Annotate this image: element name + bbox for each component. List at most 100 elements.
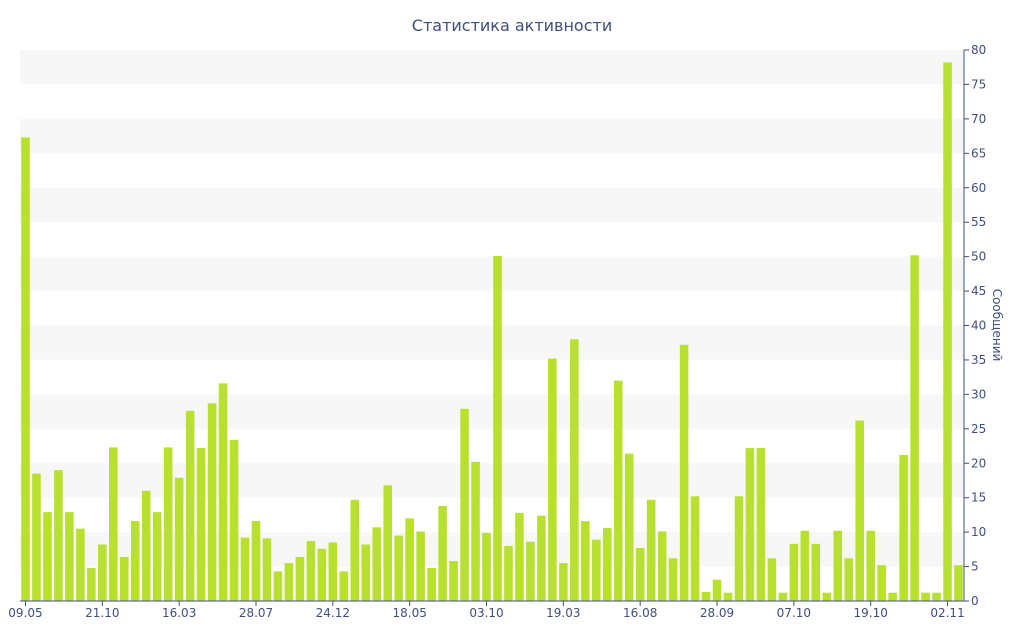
x-tick-label: 16.08: [623, 606, 657, 620]
bars: [21, 62, 963, 601]
x-tick-label: 28.07: [239, 606, 273, 620]
bar: [405, 518, 414, 601]
grid-band: [20, 256, 964, 292]
bar: [745, 448, 755, 601]
bar: [613, 380, 623, 601]
bar: [174, 477, 184, 601]
y-tick-label: 35: [971, 353, 986, 367]
bar: [207, 403, 217, 601]
bar: [888, 592, 897, 601]
bar: [954, 565, 963, 601]
bar: [767, 558, 777, 601]
bar: [482, 532, 491, 601]
x-tick-label: 09.05: [8, 606, 42, 620]
bar: [800, 530, 810, 601]
bar: [811, 543, 821, 601]
bar: [120, 556, 129, 601]
x-tick-label: 21.10: [85, 606, 119, 620]
bar: [32, 473, 41, 601]
y-tick-label: 40: [971, 319, 986, 333]
y-axis-label: Сообщений: [990, 289, 1004, 362]
grid-bands: [20, 50, 964, 567]
bar: [734, 496, 744, 601]
bar: [526, 541, 535, 601]
y-tick-label: 70: [971, 112, 986, 126]
x-tick-label: 19.03: [546, 606, 580, 620]
bar: [141, 490, 151, 601]
y-tick-label: 0: [971, 594, 979, 608]
bar: [504, 545, 513, 601]
y-tick-label: 50: [971, 250, 986, 264]
grid-band: [20, 118, 964, 154]
x-axis-ticks: 09.05 21.10 16.03 28.07 24.12 18.05 03.10 19.03…: [8, 601, 965, 620]
bar: [328, 542, 338, 601]
bar: [723, 592, 733, 601]
bar: [592, 539, 601, 601]
bar: [646, 499, 656, 601]
bar: [471, 461, 480, 601]
x-tick-label: 07.10: [777, 606, 811, 620]
bar: [756, 448, 766, 601]
grid-band: [20, 50, 964, 85]
bar: [778, 592, 788, 601]
y-tick-label: 75: [971, 77, 986, 91]
bar: [350, 499, 360, 601]
x-tick-label: 03.10: [469, 606, 503, 620]
bar: [218, 383, 228, 601]
bar: [251, 521, 261, 601]
bar: [152, 512, 162, 601]
grid-band: [20, 325, 964, 360]
bar: [43, 512, 52, 601]
bar: [317, 548, 327, 601]
bar: [383, 485, 392, 601]
bar: [65, 512, 74, 601]
y-tick-label: 55: [971, 215, 986, 229]
bar: [855, 420, 864, 601]
bar: [240, 537, 250, 601]
bar: [438, 505, 447, 601]
bar: [416, 531, 425, 601]
bar: [822, 592, 832, 601]
bar: [899, 454, 908, 601]
bar: [130, 521, 140, 601]
bar: [602, 527, 612, 601]
bar: [460, 408, 469, 601]
bar: [449, 561, 458, 601]
y-tick-label: 20: [971, 456, 986, 470]
y-tick-label: 60: [971, 181, 986, 195]
bar: [98, 544, 107, 601]
bar: [515, 512, 524, 601]
grid-band: [20, 463, 964, 498]
bar: [679, 344, 689, 601]
bar: [921, 592, 930, 601]
bar: [394, 535, 403, 601]
y-tick-label: 65: [971, 146, 986, 160]
x-tick-label: 19.10: [854, 606, 888, 620]
x-tick-label: 28.09: [700, 606, 734, 620]
bar: [701, 592, 711, 601]
bar: [339, 571, 349, 601]
chart-title: Статистика активности: [412, 16, 612, 35]
bar: [372, 527, 382, 601]
bar: [833, 530, 843, 601]
bar: [712, 579, 722, 601]
y-axis-ticks: 0 5 10 15 20 25 30 35 40 45 50 55 60 65 70 75 80: [964, 43, 986, 608]
bar: [789, 543, 799, 601]
bar: [54, 470, 63, 601]
bar: [943, 62, 952, 601]
bar: [570, 339, 579, 601]
bar: [866, 530, 875, 601]
bar: [196, 448, 206, 601]
bar: [690, 496, 700, 601]
y-tick-label: 45: [971, 284, 986, 298]
grid-band: [20, 187, 964, 223]
bar: [537, 515, 546, 601]
bar: [361, 544, 371, 601]
bar: [109, 447, 118, 601]
y-tick-label: 25: [971, 422, 986, 436]
bar: [559, 563, 568, 601]
y-tick-label: 10: [971, 525, 986, 539]
x-tick-label: 16.03: [162, 606, 196, 620]
bar: [668, 558, 678, 601]
